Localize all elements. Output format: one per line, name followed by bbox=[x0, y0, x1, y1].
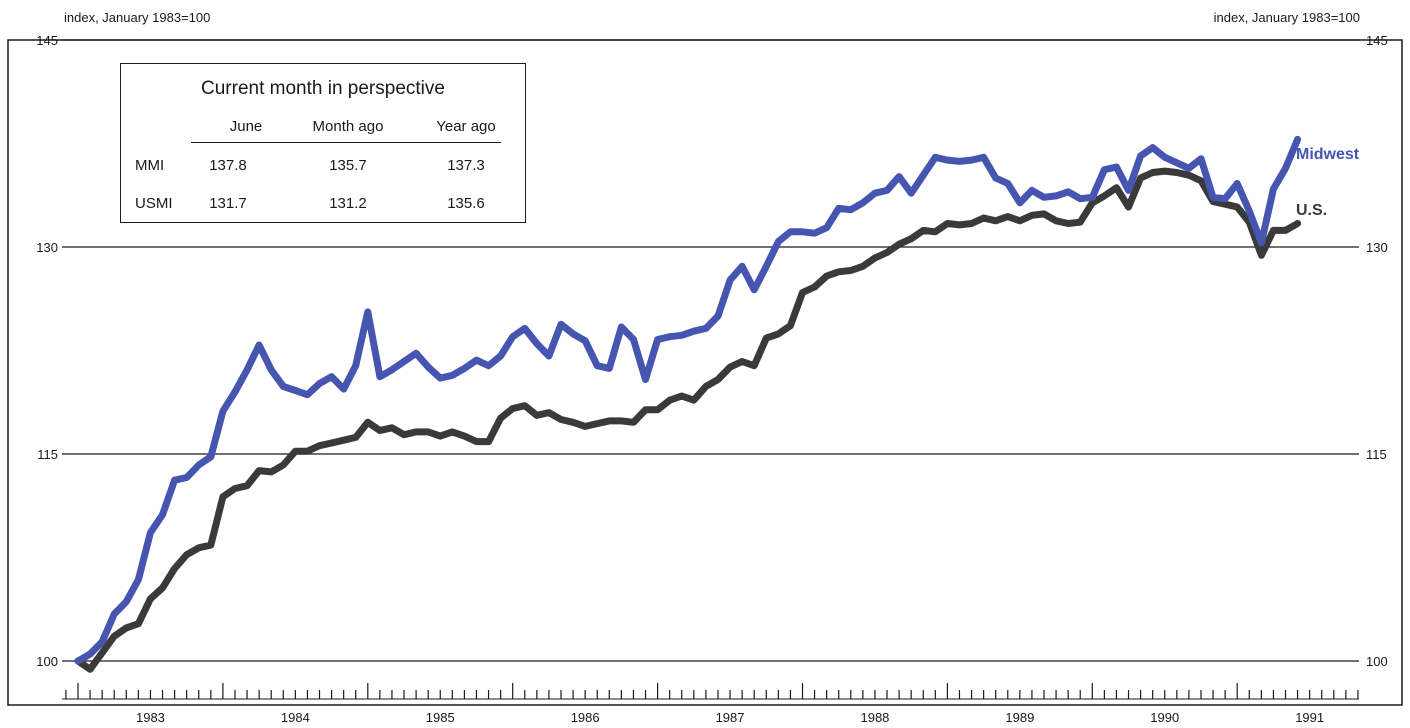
x-tick-label-1987: 1987 bbox=[716, 710, 745, 725]
column-header-month-ago: Month ago bbox=[312, 118, 384, 135]
x-tick-label-1989: 1989 bbox=[1005, 710, 1034, 725]
x-tick-label-1988: 1988 bbox=[860, 710, 889, 725]
series-label-midwest: Midwest bbox=[1296, 146, 1360, 163]
current-month-table: Current month in perspective June Month … bbox=[120, 63, 526, 223]
table-title: Current month in perspective bbox=[201, 78, 445, 99]
column-header-june: June bbox=[229, 118, 263, 135]
y-tick-label-right-115: 115 bbox=[1366, 447, 1387, 462]
right-axis-unit: index, January 1983=100 bbox=[1213, 10, 1360, 25]
series-line-u-s bbox=[74, 167, 1302, 673]
row-label-mmi: MMI bbox=[135, 157, 165, 174]
x-tick-label-1986: 1986 bbox=[571, 710, 600, 725]
y-tick-label-left-115: 115 bbox=[37, 447, 58, 462]
cell-mmi-year-ago: 137.3 bbox=[447, 157, 485, 174]
y-tick-label-left-100: 100 bbox=[36, 654, 58, 669]
x-tick-label-1983: 1983 bbox=[136, 710, 165, 725]
series-line-midwest bbox=[74, 135, 1302, 665]
y-tick-label-left-130: 130 bbox=[36, 240, 58, 255]
y-tick-label-right-130: 130 bbox=[1366, 240, 1388, 255]
x-tick-label-1984: 1984 bbox=[281, 710, 310, 725]
cell-usmi-month-ago: 131.2 bbox=[329, 195, 367, 212]
cell-mmi-month-ago: 135.7 bbox=[329, 157, 367, 174]
y-tick-label-left-145: 145 bbox=[36, 33, 58, 48]
cell-usmi-june: 131.7 bbox=[209, 195, 247, 212]
x-tick-label-1990: 1990 bbox=[1150, 710, 1179, 725]
left-axis-unit: index, January 1983=100 bbox=[64, 10, 211, 25]
series-label-us: U.S. bbox=[1296, 202, 1328, 219]
row-label-usmi: USMI bbox=[135, 195, 173, 212]
cell-mmi-june: 137.8 bbox=[209, 157, 247, 174]
y-tick-label-right-145: 145 bbox=[1366, 33, 1388, 48]
cell-usmi-year-ago: 135.6 bbox=[447, 195, 485, 212]
header-rule bbox=[191, 142, 501, 143]
x-tick-label-1991: 1991 bbox=[1295, 710, 1324, 725]
column-header-year-ago: Year ago bbox=[436, 118, 496, 135]
y-tick-label-right-100: 100 bbox=[1366, 654, 1388, 669]
x-tick-label-1985: 1985 bbox=[426, 710, 455, 725]
